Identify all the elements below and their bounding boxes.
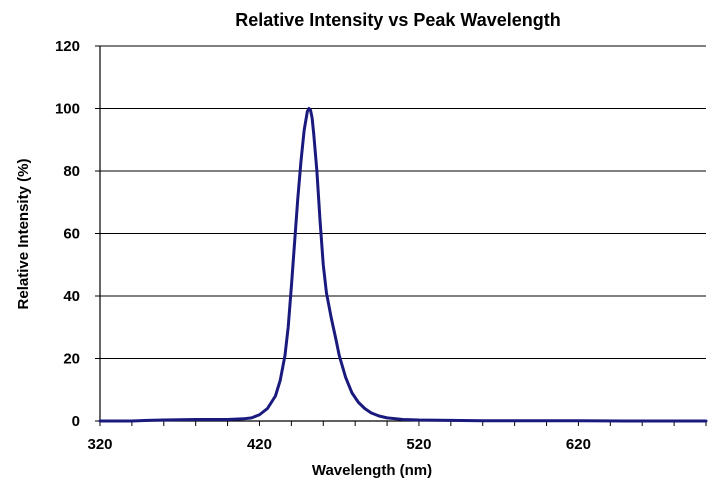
x-tick-label: 320 [87,436,112,453]
x-tick-label: 620 [566,436,591,453]
y-axis-label: Relative Intensity (%) [15,159,32,310]
chart-title: Relative Intensity vs Peak Wavelength [235,10,560,30]
y-tick-label: 0 [72,413,80,430]
series-layer [98,107,708,423]
y-tick-label: 120 [55,38,80,55]
grid-layer [100,45,706,359]
y-tick-label: 100 [55,101,80,118]
x-tick-label: 420 [247,436,272,453]
y-tick-label: 80 [63,163,80,180]
y-tick-label: 20 [63,351,80,368]
ticks-layer: 0 20 40 60 80 100 120 320 420 520 620 [55,38,707,453]
x-tick-label: 520 [406,436,431,453]
y-tick-label: 60 [63,226,80,243]
y-tick-label: 40 [63,288,80,305]
x-axis-label: Wavelength (nm) [312,462,432,479]
series-line [98,107,708,423]
